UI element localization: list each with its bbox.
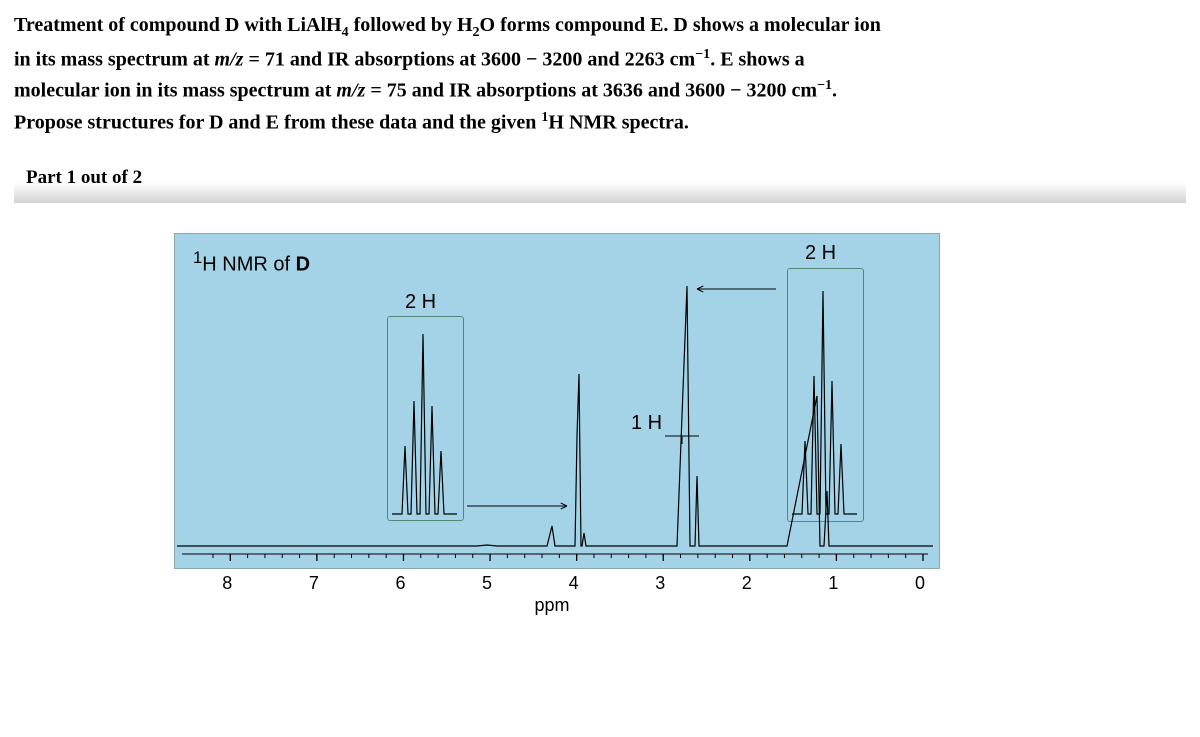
axis-tick: 5 xyxy=(482,573,492,594)
axis-tick: 6 xyxy=(395,573,405,594)
axis-label: ppm xyxy=(534,595,569,616)
nmr-spectrum: 1H NMR of D 2 H 1 H 2 H ppm 876543210 xyxy=(174,233,1186,615)
axis-tick: 1 xyxy=(828,573,838,594)
spectrum-svg xyxy=(177,236,933,566)
axis-tick: 2 xyxy=(742,573,752,594)
axis-tick: 8 xyxy=(222,573,232,594)
axis-tick: 4 xyxy=(569,573,579,594)
axis-tick: 0 xyxy=(915,573,925,594)
x-axis: ppm 8 7 6 5 4 3 2 1 0 xyxy=(174,569,930,615)
axis-tick: 3 xyxy=(655,573,665,594)
part-header: Part 1 out of 2 xyxy=(14,157,1186,203)
question-text: Treatment of compound D with LiAlH4 foll… xyxy=(14,10,1186,139)
axis-tick: 7 xyxy=(309,573,319,594)
